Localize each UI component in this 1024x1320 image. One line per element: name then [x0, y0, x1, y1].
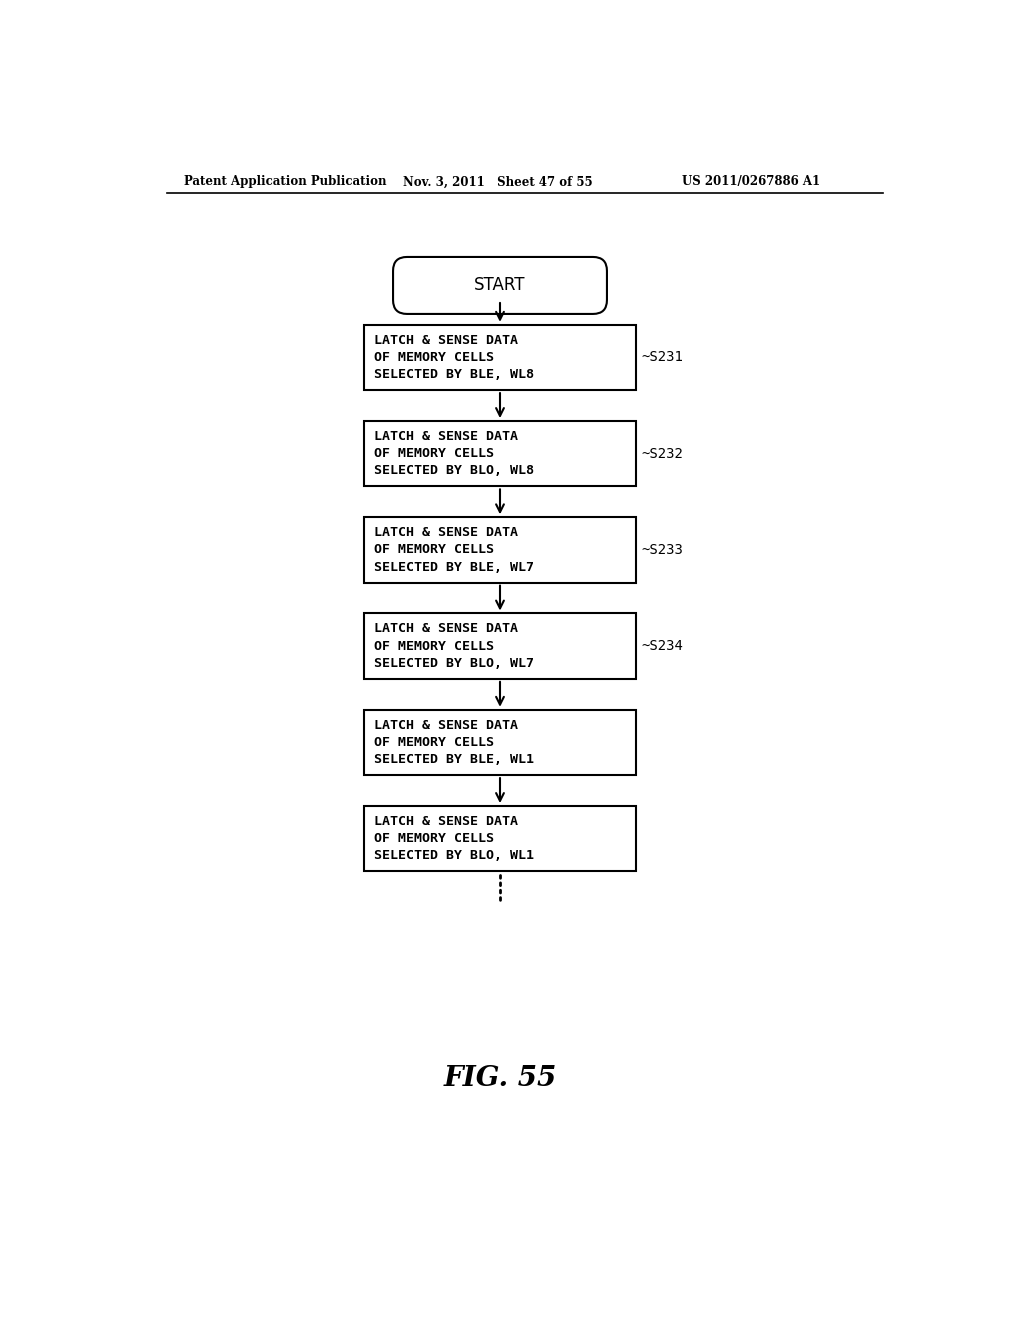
Bar: [365, 710, 636, 775]
Text: LATCH & SENSE DATA: LATCH & SENSE DATA: [374, 623, 518, 635]
Text: LATCH & SENSE DATA: LATCH & SENSE DATA: [374, 334, 518, 347]
Text: SELECTED BY BLO, WL1: SELECTED BY BLO, WL1: [374, 849, 534, 862]
Text: SELECTED BY BLE, WL7: SELECTED BY BLE, WL7: [374, 561, 534, 574]
Text: SELECTED BY BLE, WL8: SELECTED BY BLE, WL8: [374, 368, 534, 381]
Text: LATCH & SENSE DATA: LATCH & SENSE DATA: [374, 527, 518, 540]
Text: OF MEMORY CELLS: OF MEMORY CELLS: [374, 640, 494, 652]
Bar: [365, 325, 636, 391]
Text: OF MEMORY CELLS: OF MEMORY CELLS: [374, 544, 494, 557]
Bar: [365, 807, 636, 871]
Text: SELECTED BY BLO, WL8: SELECTED BY BLO, WL8: [374, 465, 534, 478]
Text: LATCH & SENSE DATA: LATCH & SENSE DATA: [374, 814, 518, 828]
Text: OF MEMORY CELLS: OF MEMORY CELLS: [374, 351, 494, 364]
Text: LATCH & SENSE DATA: LATCH & SENSE DATA: [374, 430, 518, 444]
Text: SELECTED BY BLO, WL7: SELECTED BY BLO, WL7: [374, 657, 534, 671]
Text: START: START: [474, 276, 525, 294]
Text: ~S231: ~S231: [642, 350, 684, 364]
Text: Patent Application Publication: Patent Application Publication: [183, 176, 386, 189]
Bar: [365, 517, 636, 582]
Text: OF MEMORY CELLS: OF MEMORY CELLS: [374, 832, 494, 845]
Text: OF MEMORY CELLS: OF MEMORY CELLS: [374, 737, 494, 748]
Text: ~S232: ~S232: [642, 446, 684, 461]
Text: SELECTED BY BLE, WL1: SELECTED BY BLE, WL1: [374, 754, 534, 766]
Text: LATCH & SENSE DATA: LATCH & SENSE DATA: [374, 718, 518, 731]
Text: US 2011/0267886 A1: US 2011/0267886 A1: [682, 176, 820, 189]
Text: ~S234: ~S234: [642, 639, 684, 653]
FancyBboxPatch shape: [393, 257, 607, 314]
Text: OF MEMORY CELLS: OF MEMORY CELLS: [374, 447, 494, 461]
Text: Nov. 3, 2011   Sheet 47 of 55: Nov. 3, 2011 Sheet 47 of 55: [403, 176, 593, 189]
Text: ~S233: ~S233: [642, 543, 684, 557]
Bar: [365, 421, 636, 487]
Bar: [365, 614, 636, 678]
Text: FIG. 55: FIG. 55: [443, 1065, 557, 1092]
